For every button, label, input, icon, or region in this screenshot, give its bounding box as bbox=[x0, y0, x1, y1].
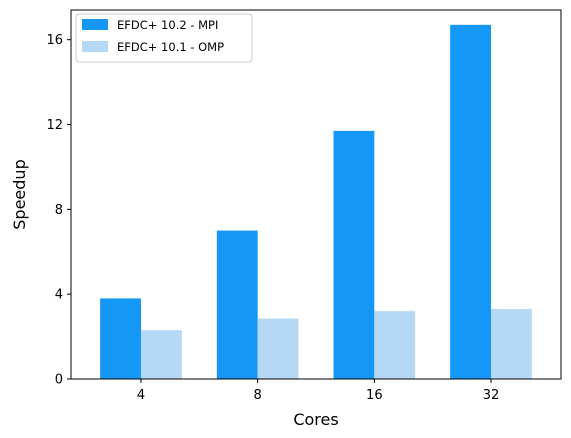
legend-label-mpi: EFDC+ 10.2 - MPI bbox=[117, 18, 218, 32]
legend-label-omp: EFDC+ 10.1 - OMP bbox=[117, 40, 224, 54]
x-axis-label: Cores bbox=[293, 410, 338, 429]
y-tick-label: 12 bbox=[46, 118, 63, 133]
bar-omp-32 bbox=[491, 309, 532, 379]
bar-omp-16 bbox=[374, 311, 416, 379]
y-tick-label: 8 bbox=[55, 203, 63, 218]
x-tick-label: 4 bbox=[137, 388, 145, 403]
y-tick-label: 0 bbox=[55, 373, 63, 388]
x-tick-label: 32 bbox=[483, 388, 500, 403]
x-axis-ticks: 4 8 16 32 bbox=[137, 379, 499, 403]
plot-frame bbox=[70, 9, 562, 380]
x-tick-label: 16 bbox=[366, 388, 383, 403]
bar-mpi-16 bbox=[333, 130, 375, 379]
y-axis-ticks: 0 4 8 12 16 bbox=[46, 33, 71, 388]
bar-mpi-4 bbox=[100, 298, 141, 379]
legend-swatch-omp bbox=[82, 41, 108, 52]
legend-box bbox=[75, 13, 253, 63]
x-tick-label: 8 bbox=[254, 388, 262, 403]
bar-mpi-32 bbox=[450, 24, 491, 380]
legend: EFDC+ 10.2 - MPI EFDC+ 10.1 - OMP bbox=[75, 13, 253, 63]
y-axis-label: Speedup bbox=[10, 159, 29, 229]
y-tick-label: 16 bbox=[46, 33, 63, 48]
y-tick-label: 4 bbox=[55, 288, 63, 303]
legend-swatch-mpi bbox=[82, 19, 108, 30]
bar-mpi-8 bbox=[216, 230, 258, 379]
bars-group bbox=[100, 24, 532, 380]
bar-omp-8 bbox=[257, 318, 299, 379]
bar-omp-4 bbox=[141, 330, 182, 379]
